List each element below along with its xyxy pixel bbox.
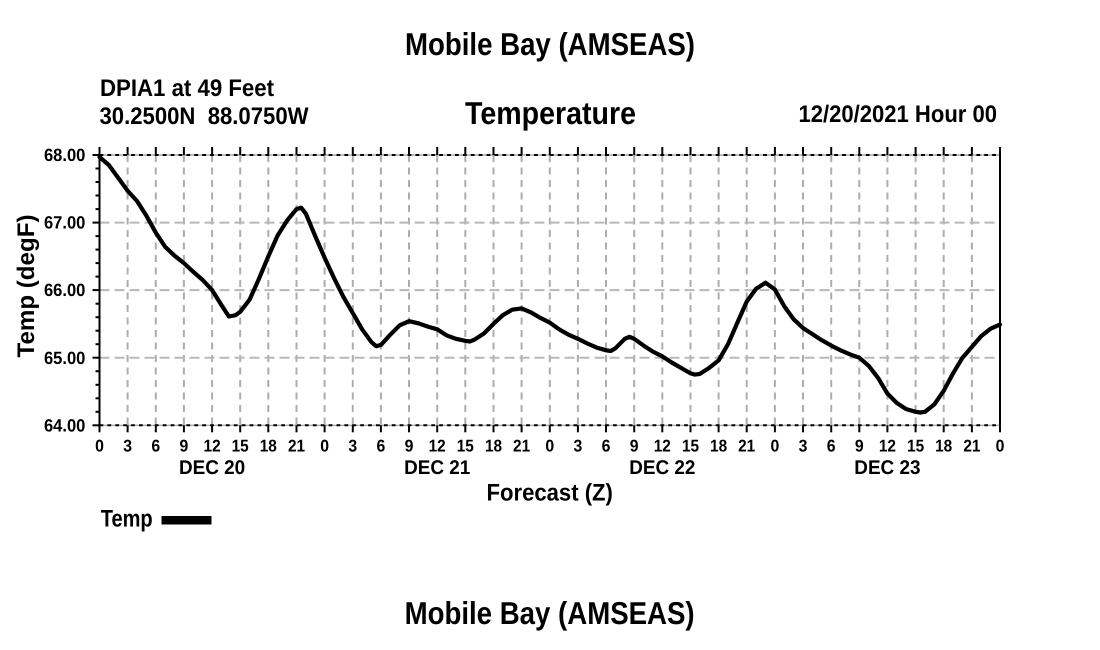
svg-text:6: 6 [151,436,160,455]
svg-text:DEC 20: DEC 20 [179,457,245,479]
svg-text:9: 9 [405,436,414,455]
svg-text:21: 21 [288,436,305,455]
svg-text:Mobile Bay (AMSEAS): Mobile Bay (AMSEAS) [405,595,695,631]
svg-text:18: 18 [935,436,952,455]
svg-text:12: 12 [429,436,446,455]
svg-text:30.2500N 88.0750W: 30.2500N 88.0750W [100,103,309,130]
svg-text:6: 6 [827,436,836,455]
svg-text:3: 3 [123,436,132,455]
svg-text:6: 6 [602,436,611,455]
svg-text:0: 0 [771,436,780,455]
svg-text:12: 12 [654,436,671,455]
svg-text:DPIA1 at 49 Feet: DPIA1 at 49 Feet [100,75,274,102]
svg-text:Mobile Bay (AMSEAS): Mobile Bay (AMSEAS) [405,26,695,62]
svg-text:0: 0 [996,436,1005,455]
svg-text:15: 15 [457,436,474,455]
svg-text:12: 12 [204,436,221,455]
svg-text:12/20/2021 Hour 00: 12/20/2021 Hour 00 [799,101,998,128]
svg-text:68.00: 68.00 [44,145,85,165]
svg-text:9: 9 [630,436,639,455]
svg-text:9: 9 [180,436,189,455]
svg-text:21: 21 [513,436,530,455]
svg-text:65.00: 65.00 [44,348,85,368]
svg-text:0: 0 [95,436,104,455]
svg-text:DEC 23: DEC 23 [854,457,920,479]
svg-text:Forecast (Z): Forecast (Z) [487,480,613,507]
svg-text:3: 3 [799,436,808,455]
svg-text:DEC 22: DEC 22 [629,457,695,479]
svg-text:21: 21 [738,436,755,455]
svg-text:DEC 21: DEC 21 [404,457,470,479]
svg-text:66.00: 66.00 [44,280,85,300]
svg-text:18: 18 [710,436,727,455]
svg-text:3: 3 [348,436,357,455]
svg-text:Temp: Temp [101,505,153,532]
svg-text:3: 3 [574,436,583,455]
svg-text:Temp (degF): Temp (degF) [13,215,40,358]
svg-text:15: 15 [682,436,699,455]
svg-text:64.00: 64.00 [44,415,85,435]
svg-text:15: 15 [907,436,924,455]
svg-text:6: 6 [377,436,386,455]
svg-text:18: 18 [485,436,502,455]
svg-text:0: 0 [545,436,554,455]
svg-text:18: 18 [260,436,277,455]
svg-text:0: 0 [320,436,329,455]
svg-text:12: 12 [879,436,896,455]
svg-text:67.00: 67.00 [44,213,85,233]
svg-text:9: 9 [855,436,864,455]
svg-text:15: 15 [232,436,249,455]
svg-text:21: 21 [963,436,980,455]
svg-text:Temperature: Temperature [465,95,636,131]
